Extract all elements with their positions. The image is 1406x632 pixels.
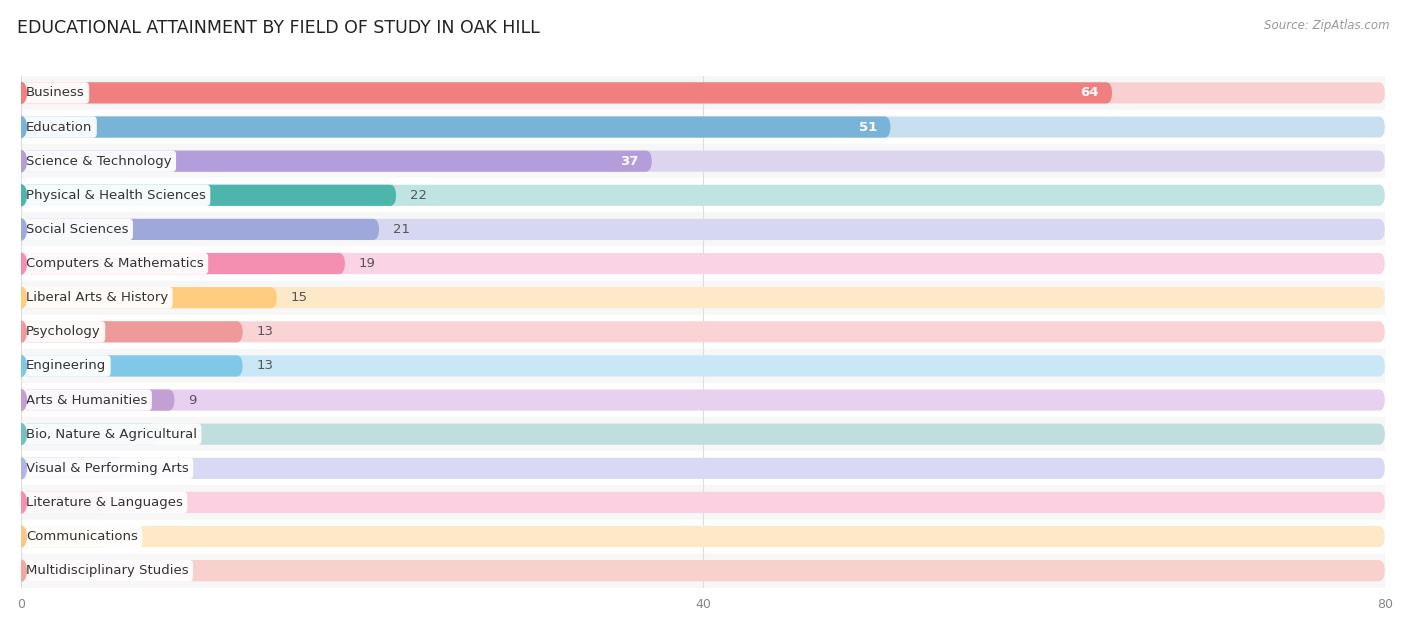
Text: 19: 19 (359, 257, 375, 270)
Bar (21, 554, 1385, 588)
Text: Physical & Health Sciences: Physical & Health Sciences (27, 189, 207, 202)
FancyBboxPatch shape (21, 355, 1385, 377)
Text: 15: 15 (291, 291, 308, 304)
Bar (21, 349, 1385, 383)
FancyBboxPatch shape (21, 526, 1385, 547)
FancyBboxPatch shape (21, 185, 396, 206)
Text: 51: 51 (859, 121, 877, 133)
Text: 9: 9 (188, 394, 197, 406)
Bar (21, 144, 1385, 178)
FancyBboxPatch shape (21, 321, 243, 343)
FancyBboxPatch shape (21, 458, 1385, 479)
FancyBboxPatch shape (21, 253, 1385, 274)
FancyBboxPatch shape (21, 355, 243, 377)
Circle shape (15, 492, 27, 513)
Bar (21, 212, 1385, 246)
Text: 22: 22 (409, 189, 427, 202)
FancyBboxPatch shape (21, 287, 1385, 308)
Bar (21, 110, 1385, 144)
Text: Education: Education (27, 121, 93, 133)
Text: 0: 0 (35, 564, 44, 577)
FancyBboxPatch shape (21, 116, 890, 138)
FancyBboxPatch shape (21, 219, 380, 240)
FancyBboxPatch shape (21, 150, 1385, 172)
Text: Bio, Nature & Agricultural: Bio, Nature & Agricultural (27, 428, 197, 441)
Bar (21, 520, 1385, 554)
Circle shape (15, 423, 27, 445)
Circle shape (15, 355, 27, 377)
FancyBboxPatch shape (21, 116, 1385, 138)
Text: 5: 5 (120, 530, 128, 543)
FancyBboxPatch shape (21, 389, 1385, 411)
FancyBboxPatch shape (21, 389, 174, 411)
Circle shape (15, 287, 27, 308)
Circle shape (15, 458, 27, 479)
FancyBboxPatch shape (21, 321, 1385, 343)
FancyBboxPatch shape (21, 287, 277, 308)
FancyBboxPatch shape (21, 253, 344, 274)
FancyBboxPatch shape (21, 560, 1385, 581)
Text: Computers & Mathematics: Computers & Mathematics (27, 257, 204, 270)
Text: Visual & Performing Arts: Visual & Performing Arts (27, 462, 188, 475)
Text: 13: 13 (256, 360, 273, 372)
Text: Social Sciences: Social Sciences (27, 223, 129, 236)
Text: 13: 13 (256, 325, 273, 338)
Circle shape (15, 185, 27, 206)
FancyBboxPatch shape (21, 150, 652, 172)
Circle shape (15, 116, 27, 138)
Circle shape (15, 253, 27, 274)
Text: Source: ZipAtlas.com: Source: ZipAtlas.com (1264, 19, 1389, 32)
Circle shape (15, 321, 27, 343)
Bar (21, 417, 1385, 451)
Circle shape (15, 526, 27, 547)
Bar (21, 246, 1385, 281)
Circle shape (15, 560, 27, 581)
FancyBboxPatch shape (21, 219, 1385, 240)
Circle shape (15, 219, 27, 240)
Text: 6: 6 (136, 462, 145, 475)
FancyBboxPatch shape (21, 82, 1385, 104)
Text: 8: 8 (172, 428, 180, 441)
Text: EDUCATIONAL ATTAINMENT BY FIELD OF STUDY IN OAK HILL: EDUCATIONAL ATTAINMENT BY FIELD OF STUDY… (17, 19, 540, 37)
Text: 64: 64 (1080, 87, 1098, 99)
FancyBboxPatch shape (21, 82, 1112, 104)
Circle shape (15, 389, 27, 411)
Text: Business: Business (27, 87, 84, 99)
Text: Communications: Communications (27, 530, 138, 543)
Text: Psychology: Psychology (27, 325, 101, 338)
FancyBboxPatch shape (21, 526, 107, 547)
Circle shape (15, 82, 27, 104)
Text: Science & Technology: Science & Technology (27, 155, 172, 167)
FancyBboxPatch shape (21, 423, 1385, 445)
Text: 21: 21 (392, 223, 409, 236)
Text: Engineering: Engineering (27, 360, 107, 372)
Bar (21, 451, 1385, 485)
Text: Multidisciplinary Studies: Multidisciplinary Studies (27, 564, 188, 577)
Text: Literature & Languages: Literature & Languages (27, 496, 183, 509)
FancyBboxPatch shape (21, 492, 1385, 513)
Text: Liberal Arts & History: Liberal Arts & History (27, 291, 169, 304)
FancyBboxPatch shape (21, 458, 124, 479)
Circle shape (15, 150, 27, 172)
Bar (21, 76, 1385, 110)
Bar (21, 315, 1385, 349)
FancyBboxPatch shape (21, 185, 1385, 206)
Text: Arts & Humanities: Arts & Humanities (27, 394, 148, 406)
Text: 5: 5 (120, 496, 128, 509)
FancyBboxPatch shape (21, 423, 157, 445)
Text: 37: 37 (620, 155, 638, 167)
Bar (21, 178, 1385, 212)
Bar (21, 383, 1385, 417)
Bar (21, 485, 1385, 520)
Bar (21, 281, 1385, 315)
FancyBboxPatch shape (21, 492, 107, 513)
